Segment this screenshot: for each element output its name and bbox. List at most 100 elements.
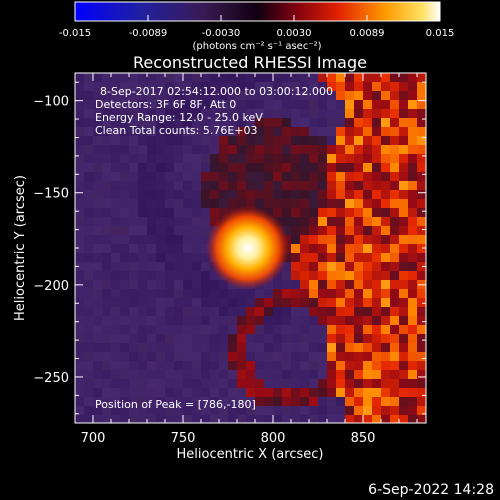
heatmap-cell xyxy=(192,190,202,200)
heatmap-cell xyxy=(345,181,355,191)
heatmap-cell xyxy=(165,343,175,353)
heatmap-cell xyxy=(354,352,364,362)
heatmap-cell xyxy=(417,163,426,173)
heatmap-cell xyxy=(354,154,364,164)
heatmap-cell xyxy=(390,118,400,128)
heatmap-cell xyxy=(156,307,166,317)
heatmap-cell xyxy=(120,361,130,371)
heatmap-cell xyxy=(345,379,355,389)
heatmap-cell xyxy=(255,298,265,308)
heatmap-cell xyxy=(255,325,265,335)
heatmap-cell xyxy=(336,109,346,119)
heatmap-cell xyxy=(417,325,426,335)
heatmap-cell xyxy=(264,298,274,308)
heatmap-cell xyxy=(282,325,292,335)
heatmap-cell xyxy=(147,136,157,146)
heatmap-cell xyxy=(201,307,211,317)
heatmap-cell xyxy=(282,406,292,416)
heatmap-cell xyxy=(201,118,211,128)
heatmap-cell xyxy=(165,235,175,245)
colorbar-unit-label: (photons cm⁻² s⁻¹ asec⁻²) xyxy=(192,41,321,52)
heatmap-cell xyxy=(219,145,229,155)
heatmap-cell xyxy=(336,334,346,344)
heatmap-cell xyxy=(354,316,364,326)
heatmap-cell xyxy=(138,262,148,272)
heatmap-cell xyxy=(201,415,211,423)
heatmap-cell xyxy=(264,100,274,110)
heatmap-cell xyxy=(165,226,175,236)
heatmap-cell xyxy=(390,109,400,119)
heatmap-cell xyxy=(210,145,220,155)
heatmap-cell xyxy=(408,154,418,164)
heatmap-cell xyxy=(183,190,193,200)
heatmap-cell xyxy=(93,343,103,353)
heatmap-cell xyxy=(291,379,301,389)
heatmap-cell xyxy=(165,388,175,398)
heatmap-cell xyxy=(336,235,346,245)
heatmap-cell xyxy=(336,244,346,254)
heatmap-cell xyxy=(381,154,391,164)
heatmap-cell xyxy=(156,73,166,83)
heatmap-cell xyxy=(327,370,337,380)
heatmap-cell xyxy=(327,163,337,173)
heatmap-cell xyxy=(237,163,247,173)
heatmap-cell xyxy=(327,298,337,308)
y-tick-label: −200 xyxy=(33,279,69,294)
heatmap-cell xyxy=(408,244,418,254)
heatmap-cell xyxy=(228,199,238,209)
heatmap-cell xyxy=(399,181,409,191)
heatmap-cell xyxy=(165,136,175,146)
heatmap-cell xyxy=(336,379,346,389)
heatmap-cell xyxy=(300,370,310,380)
heatmap-cell xyxy=(300,109,310,119)
heatmap-cell xyxy=(201,154,211,164)
heatmap-cell xyxy=(408,172,418,182)
heatmap-cell xyxy=(111,370,121,380)
heatmap-cell xyxy=(336,190,346,200)
heatmap-cell xyxy=(273,334,283,344)
heatmap-cell xyxy=(156,163,166,173)
heatmap-cell xyxy=(372,289,382,299)
heatmap-cell xyxy=(219,325,229,335)
heatmap-cell xyxy=(192,181,202,191)
heatmap-cell xyxy=(399,370,409,380)
heatmap-cell xyxy=(273,406,283,416)
heatmap-cell xyxy=(219,280,229,290)
heatmap-cell xyxy=(372,199,382,209)
heatmap-cell xyxy=(129,379,139,389)
heatmap-cell xyxy=(138,118,148,128)
heatmap-cell xyxy=(309,388,319,398)
heatmap-cell xyxy=(219,397,229,407)
heatmap-cell xyxy=(174,262,184,272)
heatmap-cell xyxy=(111,100,121,110)
heatmap-cell xyxy=(138,91,148,101)
heatmap-cell xyxy=(255,307,265,317)
heatmap-cell xyxy=(246,91,256,101)
heatmap-cell xyxy=(84,109,94,119)
heatmap-cell xyxy=(417,136,426,146)
heatmap-cell xyxy=(111,226,121,236)
heatmap-cell xyxy=(408,199,418,209)
heatmap-cell xyxy=(381,181,391,191)
heatmap-cell xyxy=(84,190,94,200)
heatmap-cell xyxy=(273,289,283,299)
heatmap-cell xyxy=(291,73,301,83)
heatmap-cell xyxy=(399,280,409,290)
heatmap-cell xyxy=(156,361,166,371)
heatmap-cell xyxy=(201,316,211,326)
heatmap-cell xyxy=(345,325,355,335)
heatmap-cell xyxy=(309,235,319,245)
heatmap-cell xyxy=(174,307,184,317)
heatmap-cell xyxy=(156,379,166,389)
heatmap-cell xyxy=(102,262,112,272)
heatmap-cell xyxy=(282,379,292,389)
heatmap-cell xyxy=(309,298,319,308)
heatmap-cell xyxy=(219,406,229,416)
heatmap-cell xyxy=(318,406,328,416)
heatmap-cell xyxy=(381,217,391,227)
heatmap-cell xyxy=(399,118,409,128)
heatmap-cell xyxy=(237,397,247,407)
heatmap-cell xyxy=(309,100,319,110)
heatmap-cell xyxy=(390,253,400,263)
heatmap-cell xyxy=(111,199,121,209)
